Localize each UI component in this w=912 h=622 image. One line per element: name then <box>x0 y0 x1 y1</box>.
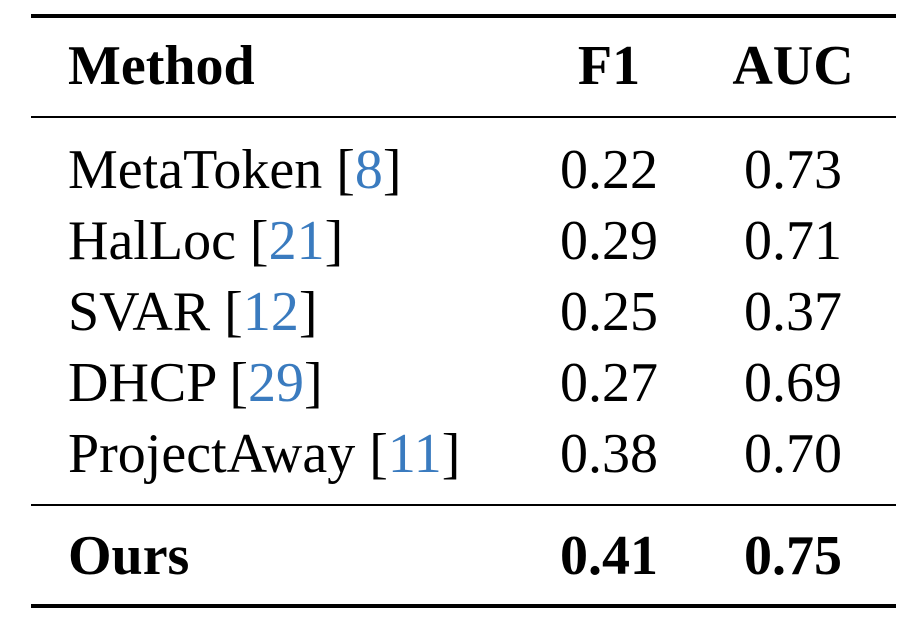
citation-link[interactable]: 21 <box>268 210 325 272</box>
f1-cell: 0.22 <box>560 139 658 201</box>
table-top-rule <box>31 14 896 18</box>
method-name: MetaToken <box>68 139 323 201</box>
citation-link[interactable]: 29 <box>247 352 304 414</box>
citation-link[interactable]: 8 <box>354 139 383 201</box>
f1-cell: 0.25 <box>560 281 658 343</box>
table-row: ProjectAway [11] 0.38 0.70 <box>0 418 912 490</box>
auc-cell: 0.73 <box>744 139 842 201</box>
method-name: ProjectAway <box>68 423 356 485</box>
method-name: HalLoc <box>68 210 236 272</box>
auc-cell: 0.70 <box>744 423 842 485</box>
method-name: SVAR <box>68 281 211 343</box>
f1-cell: 0.27 <box>560 352 658 414</box>
method-cell: ProjectAway [11] <box>68 423 461 485</box>
f1-cell: 0.29 <box>560 210 658 272</box>
table-bottom-rule <box>31 604 896 608</box>
auc-cell: 0.71 <box>744 210 842 272</box>
citation-link[interactable]: 12 <box>242 281 299 343</box>
table-row: DHCP [29] 0.27 0.69 <box>0 347 912 419</box>
header-auc: AUC <box>732 35 854 97</box>
table-row: SVAR [12] 0.25 0.37 <box>0 276 912 348</box>
citation-link[interactable]: 11 <box>387 423 442 485</box>
method-cell: DHCP [29] <box>68 352 323 414</box>
f1-cell: 0.38 <box>560 423 658 485</box>
ours-method-cell: Ours <box>68 525 190 587</box>
table-row: MetaToken [8] 0.22 0.73 <box>0 134 912 206</box>
auc-cell: 0.37 <box>744 281 842 343</box>
table-row: HalLoc [21] 0.29 0.71 <box>0 205 912 277</box>
auc-cell: 0.69 <box>744 352 842 414</box>
ours-auc-cell: 0.75 <box>744 525 842 587</box>
table-header-row: Method F1 AUC <box>0 30 912 102</box>
method-cell: MetaToken [8] <box>68 139 402 201</box>
ours-f1-cell: 0.41 <box>560 525 658 587</box>
ours-separator-rule <box>31 504 896 506</box>
header-method: Method <box>68 35 255 97</box>
method-cell: HalLoc [21] <box>68 210 344 272</box>
ours-row: Ours 0.41 0.75 <box>0 520 912 592</box>
header-rule <box>31 116 896 118</box>
method-cell: SVAR [12] <box>68 281 318 343</box>
method-name: DHCP <box>68 352 216 414</box>
header-f1: F1 <box>577 35 641 97</box>
